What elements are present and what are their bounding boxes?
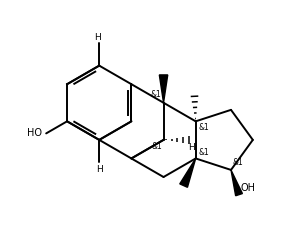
Polygon shape xyxy=(180,159,196,187)
Text: &1: &1 xyxy=(233,158,243,167)
Text: H: H xyxy=(188,143,195,152)
Polygon shape xyxy=(159,75,168,103)
Text: HO: HO xyxy=(27,128,42,138)
Text: &1: &1 xyxy=(198,148,209,157)
Text: H: H xyxy=(96,165,103,174)
Text: OH: OH xyxy=(241,183,256,193)
Text: H: H xyxy=(94,33,101,42)
Text: &1: &1 xyxy=(198,123,209,132)
Text: &1: &1 xyxy=(150,90,161,99)
Text: &1: &1 xyxy=(151,142,162,150)
Polygon shape xyxy=(231,170,242,196)
